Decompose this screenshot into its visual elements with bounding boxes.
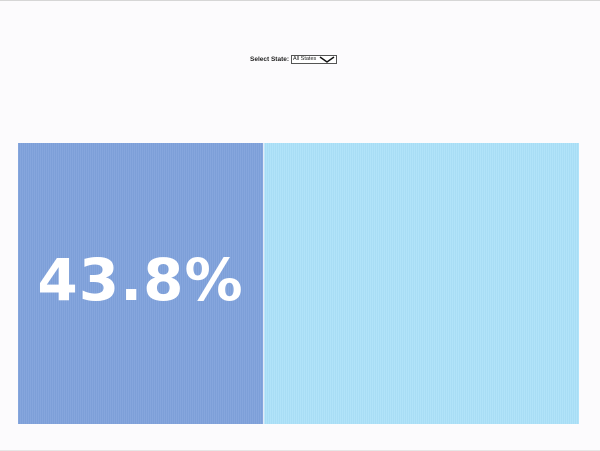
percentage-data-label: 43.8% [37,246,244,314]
state-filter: Select State: All States [250,55,338,64]
bar-segment-1 [18,143,264,424]
top-border [0,0,600,1]
state-dropdown-value: All States [293,56,317,62]
chevron-down-icon [319,56,335,63]
state-dropdown[interactable]: All States [291,55,338,64]
state-filter-label: Select State: [250,55,290,63]
bar-segment-2 [263,143,579,424]
